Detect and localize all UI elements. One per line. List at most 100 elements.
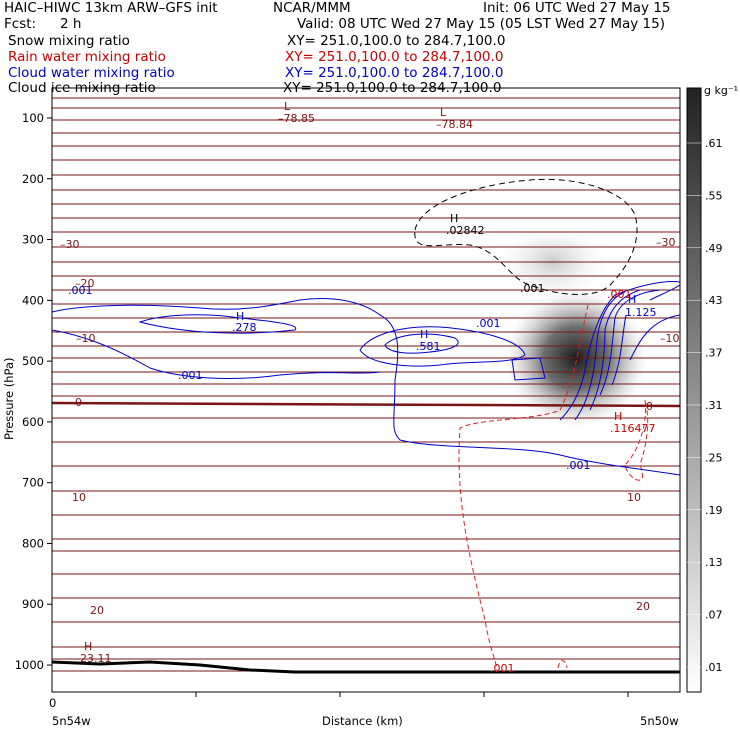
y-tick-label: 200 bbox=[22, 172, 44, 186]
cloud-ice-contour bbox=[414, 178, 638, 295]
y-tick-label: 100 bbox=[22, 111, 44, 125]
isotherm-label: 0 bbox=[646, 400, 653, 413]
colorbar-unit: g kg⁻¹ bbox=[704, 84, 738, 97]
isotherm bbox=[52, 621, 680, 623]
low-value: –78.84 bbox=[436, 118, 473, 131]
isotherm bbox=[52, 159, 680, 161]
contour-label: .001 bbox=[566, 459, 591, 472]
fcst-value: 2 h bbox=[60, 16, 82, 32]
valid-time: Valid: 08 UTC Wed 27 May 15 (05 LST Wed … bbox=[297, 16, 665, 32]
colorbar-tick-label: .31 bbox=[705, 399, 723, 412]
isotherm bbox=[52, 275, 680, 277]
fcst-label: Fcst: bbox=[4, 16, 37, 32]
y-tick-label: 400 bbox=[22, 293, 44, 307]
zero-isotherm bbox=[52, 401, 680, 408]
y-axis-label: Pressure (hPa) bbox=[2, 358, 16, 441]
isotherm-label: –10 bbox=[76, 332, 96, 345]
field-xy-snow: XY= 251.0,100.0 to 284.7,100.0 bbox=[287, 33, 506, 49]
x-axis: 0 5n54w 5n50w Distance (km) bbox=[49, 692, 679, 728]
isotherm bbox=[52, 646, 680, 648]
high-value: .116477 bbox=[610, 422, 656, 435]
isotherm bbox=[52, 345, 680, 347]
isotherm bbox=[52, 597, 680, 599]
isotherm bbox=[52, 203, 680, 205]
isotherm-label: –20 bbox=[75, 277, 95, 290]
contour-label: .001 bbox=[607, 288, 632, 301]
x-end-right-label: 5n50w bbox=[640, 714, 679, 728]
field-name-cloudwater: Cloud water mixing ratio bbox=[8, 65, 175, 81]
center-title: NCAR/MMM bbox=[273, 0, 351, 16]
x-axis-label: Distance (km) bbox=[322, 714, 403, 728]
isotherm bbox=[52, 261, 680, 263]
y-tick-label: 1000 bbox=[15, 658, 44, 672]
isotherm bbox=[52, 97, 680, 99]
isotherm-label: 20 bbox=[636, 600, 650, 613]
colorbar-tick-label: .49 bbox=[705, 242, 723, 255]
isotherm bbox=[52, 189, 680, 191]
isotherm bbox=[52, 331, 680, 333]
high-marker: H bbox=[450, 212, 458, 225]
isotherm bbox=[52, 107, 680, 109]
isotherm-label: –30 bbox=[656, 236, 676, 249]
high-marker: H bbox=[628, 293, 636, 306]
colorbar-tick-label: .13 bbox=[705, 556, 723, 569]
isotherm-label: –30 bbox=[60, 238, 80, 251]
isotherm bbox=[52, 217, 680, 219]
isotherm bbox=[52, 371, 680, 373]
isotherm-label: 10 bbox=[72, 491, 86, 504]
isotherm bbox=[52, 119, 680, 121]
y-tick-label: 900 bbox=[22, 597, 44, 611]
isotherm bbox=[52, 231, 680, 233]
field-name-snow: Snow mixing ratio bbox=[8, 33, 130, 49]
high-value: 23.11 bbox=[80, 652, 112, 665]
isotherm bbox=[52, 174, 680, 176]
colorbar-tick-label: .61 bbox=[705, 137, 723, 150]
colorbar-tick-label: .01 bbox=[705, 661, 723, 674]
temperature-contours bbox=[52, 97, 680, 672]
model-title: HAIC–HIWC 13km ARW–GFS init bbox=[4, 0, 218, 16]
isotherm bbox=[52, 303, 680, 305]
y-tick-label: 300 bbox=[22, 233, 44, 247]
colorbar-tick-label: .55 bbox=[705, 189, 723, 202]
rain-contours bbox=[458, 304, 649, 671]
isotherm-label: 10 bbox=[627, 491, 641, 504]
high-value: .02842 bbox=[446, 224, 485, 237]
contour-label: .001 bbox=[68, 284, 93, 297]
y-tick-label: 800 bbox=[22, 536, 44, 550]
low-marker: L bbox=[440, 106, 447, 119]
contour-label: .001 bbox=[490, 662, 515, 675]
isotherm bbox=[52, 357, 680, 359]
colorbar-tick-label: .25 bbox=[705, 451, 723, 464]
field-name-rain: Rain water mixing ratio bbox=[8, 49, 166, 65]
low-value: –78.85 bbox=[278, 112, 315, 125]
isotherm bbox=[52, 490, 680, 492]
shading bbox=[498, 224, 648, 428]
contour-label: .001 bbox=[476, 317, 501, 330]
high-marker: H bbox=[420, 328, 428, 341]
high-marker: H bbox=[614, 410, 622, 423]
y-axis: 100 200 300 400 500 600 700 800 900 1000 bbox=[15, 111, 52, 672]
colorbar-tick-label: .07 bbox=[705, 609, 723, 622]
isotherm bbox=[52, 441, 680, 443]
y-tick-label: 500 bbox=[22, 354, 44, 368]
field-xy-rain: XY= 251.0,100.0 to 284.7,100.0 bbox=[285, 49, 504, 65]
plot-frame bbox=[51, 87, 681, 693]
isotherm bbox=[52, 465, 680, 467]
contour-label: .001 bbox=[520, 282, 545, 295]
contour-label: .001 bbox=[178, 369, 203, 382]
y-tick-label: 700 bbox=[22, 476, 44, 490]
isotherm bbox=[52, 395, 680, 397]
colorbar: .61 .55 .49 .43 .37 .31 .25 .19 .13 .07 .01 g kg⁻¹ bbox=[686, 84, 738, 693]
cloud-water-contours bbox=[52, 281, 680, 476]
isotherm bbox=[52, 317, 680, 319]
isotherm bbox=[52, 573, 680, 575]
high-value: .278 bbox=[232, 321, 257, 334]
isotherm-label: 20 bbox=[90, 604, 104, 617]
colorbar-tick-label: .43 bbox=[705, 294, 723, 307]
high-marker: H bbox=[236, 310, 244, 323]
isotherm-label: 0 bbox=[75, 396, 82, 409]
isotherm bbox=[52, 550, 680, 552]
isotherm bbox=[52, 417, 680, 419]
